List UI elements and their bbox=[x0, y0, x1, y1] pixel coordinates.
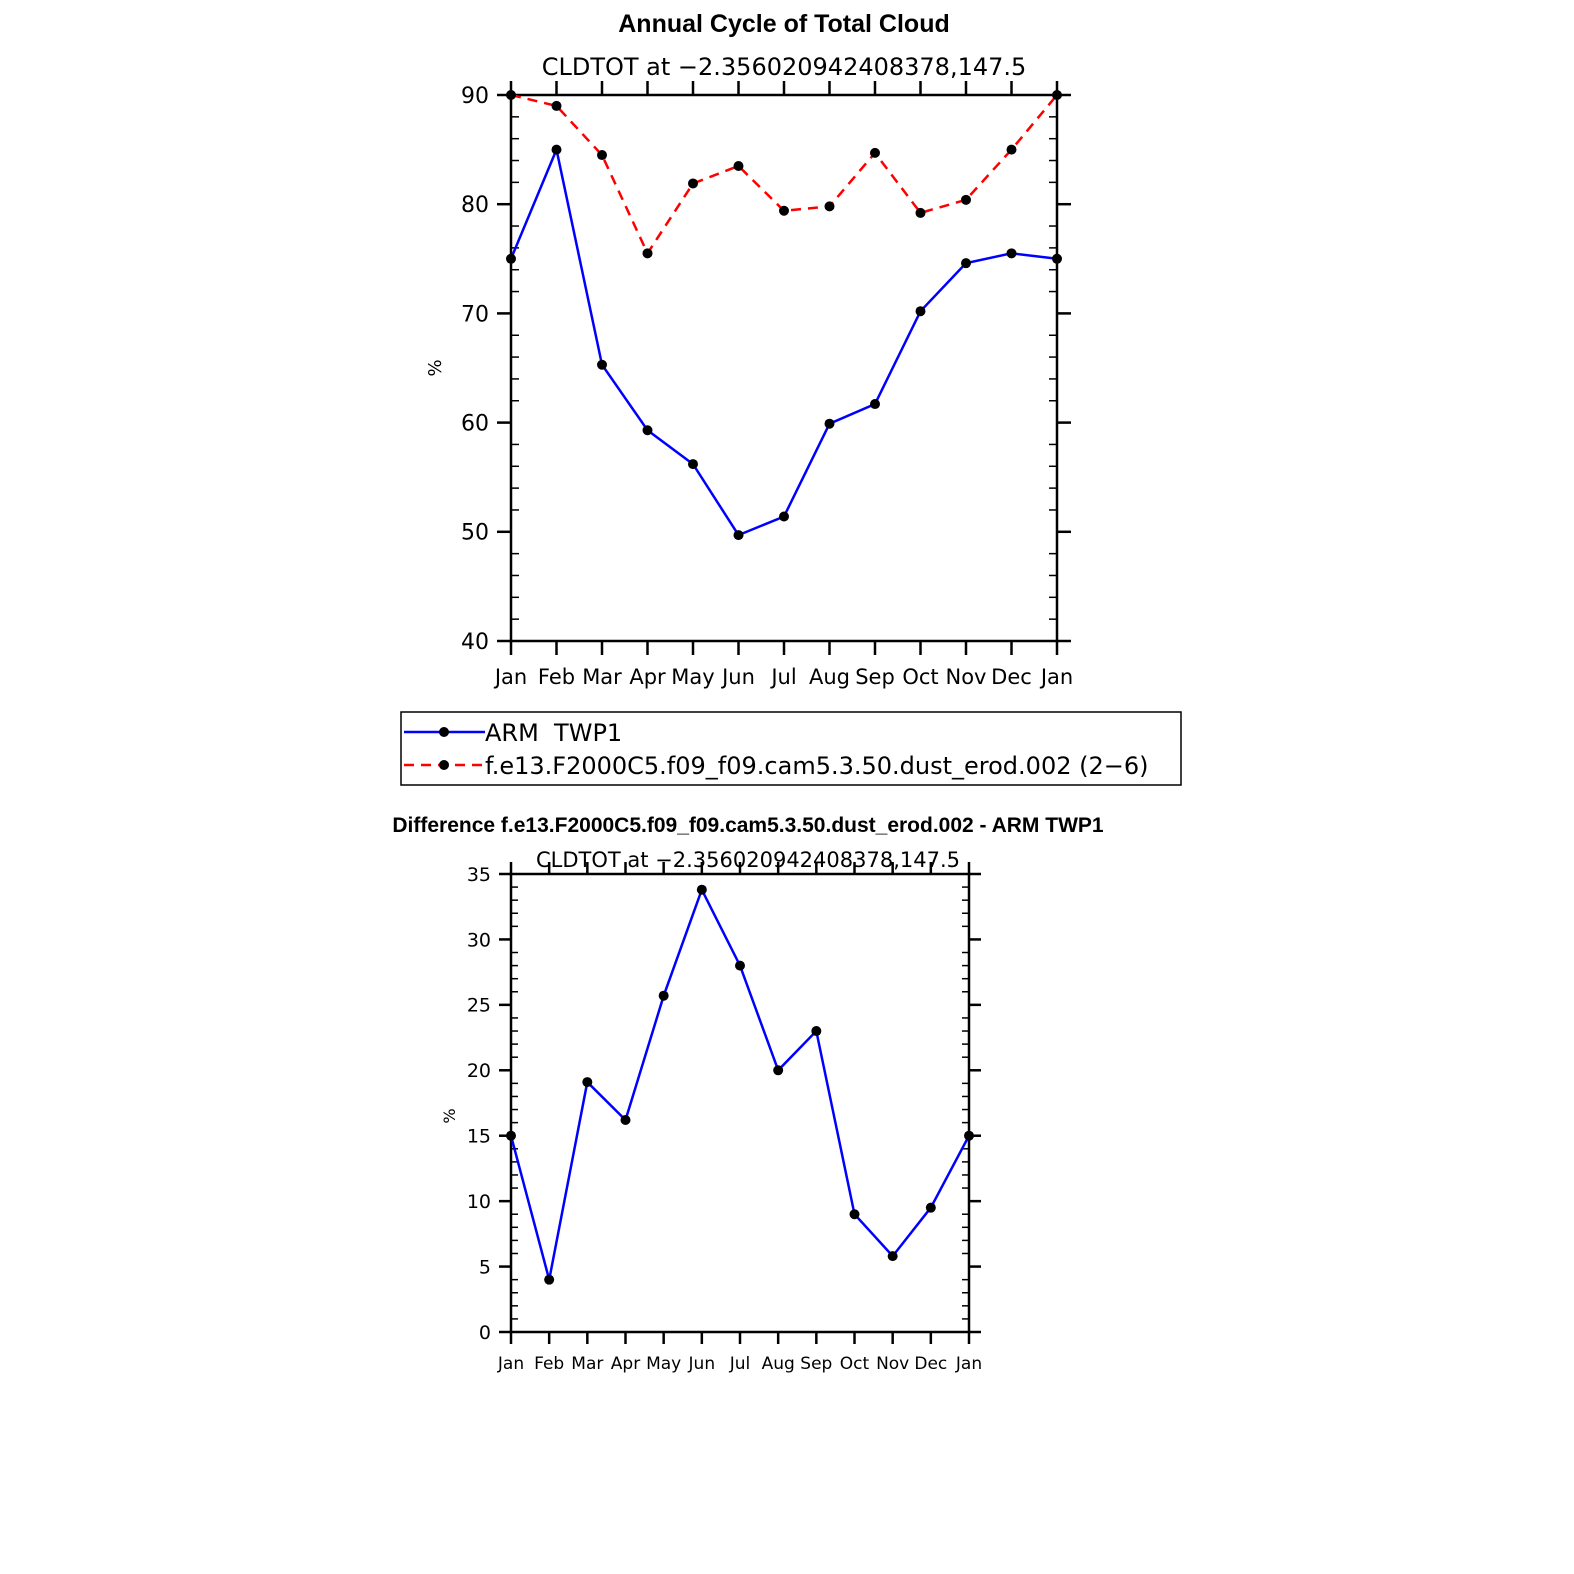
data-point bbox=[506, 253, 516, 264]
x-tick-label: Mar bbox=[582, 665, 622, 689]
data-point bbox=[779, 205, 789, 216]
y-tick-label: 70 bbox=[461, 302, 489, 327]
data-point bbox=[582, 1077, 593, 1088]
series-line-0 bbox=[509, 886, 971, 1281]
y-tick-label: 40 bbox=[461, 630, 489, 655]
data-point bbox=[597, 150, 607, 161]
data-point bbox=[696, 884, 707, 895]
chart1-title: Annual Cycle of Total Cloud bbox=[618, 10, 949, 38]
x-tick-label: Apr bbox=[611, 1354, 640, 1374]
data-point bbox=[544, 1274, 555, 1285]
x-tick-label: Nov bbox=[946, 665, 987, 689]
x-tick-label: Jan bbox=[1039, 665, 1073, 689]
x-tick-label: Apr bbox=[629, 665, 666, 689]
data-point bbox=[773, 1065, 784, 1076]
y-tick-label: 25 bbox=[467, 995, 491, 1017]
x-tick-label: Aug bbox=[809, 665, 850, 689]
data-point bbox=[849, 1209, 860, 1220]
data-point bbox=[551, 144, 562, 155]
legend-box bbox=[400, 711, 1182, 786]
x-tick-label: Sep bbox=[855, 665, 895, 689]
data-point bbox=[642, 248, 653, 259]
legend-label-arm: ARM TWP1 bbox=[485, 719, 622, 747]
data-point bbox=[870, 399, 880, 410]
legend-marker-arm bbox=[439, 727, 449, 737]
x-tick-label: May bbox=[646, 1354, 681, 1374]
y-tick-label: 20 bbox=[467, 1060, 491, 1082]
x-tick-label: Sep bbox=[800, 1354, 832, 1374]
data-point bbox=[811, 1026, 822, 1037]
data-point bbox=[642, 425, 653, 436]
data-point bbox=[1052, 90, 1062, 100]
data-point bbox=[688, 459, 698, 470]
x-tick-label: Jul bbox=[729, 1354, 751, 1374]
annual-cycle-chart: Annual Cycle of Total Cloud CLDTOT at −2… bbox=[425, 10, 1073, 689]
data-point bbox=[887, 1251, 898, 1262]
x-tick-label: Mar bbox=[571, 1354, 603, 1374]
legend: ARM TWP1 f.e13.F2000C5.f09_f09.cam5.3.50… bbox=[400, 711, 1182, 786]
y-tick-label: 80 bbox=[461, 193, 489, 218]
data-point bbox=[597, 359, 607, 370]
data-point bbox=[658, 990, 669, 1001]
chart1-subtitle: CLDTOT at −2.356020942408378,147.5 bbox=[542, 53, 1027, 81]
data-point bbox=[870, 147, 880, 158]
data-point bbox=[1006, 144, 1017, 155]
y-tick-label: 10 bbox=[467, 1191, 491, 1213]
x-tick-label: Dec bbox=[991, 665, 1032, 689]
data-point bbox=[961, 258, 971, 269]
data-point bbox=[915, 306, 926, 317]
series-line-1 bbox=[510, 93, 1058, 256]
data-point bbox=[506, 1130, 516, 1141]
x-tick-label: Dec bbox=[914, 1354, 947, 1374]
x-tick-label: Jun bbox=[720, 665, 755, 689]
data-point bbox=[1006, 248, 1017, 259]
data-point bbox=[824, 418, 835, 429]
data-point bbox=[688, 178, 698, 189]
difference-chart: Difference f.e13.F2000C5.f09_f09.cam5.3.… bbox=[392, 814, 1104, 1374]
chart1-ylabel: % bbox=[425, 359, 446, 376]
y-tick-label: 90 bbox=[461, 84, 489, 109]
data-point bbox=[620, 1115, 631, 1126]
x-tick-label: Jun bbox=[688, 1354, 716, 1374]
y-tick-label: 50 bbox=[461, 521, 489, 546]
x-tick-label: Feb bbox=[538, 665, 575, 689]
legend-marker-model bbox=[439, 760, 449, 770]
data-point bbox=[551, 100, 562, 111]
y-tick-label: 35 bbox=[467, 864, 491, 886]
x-tick-label: Jul bbox=[769, 665, 796, 689]
legend-label-model: f.e13.F2000C5.f09_f09.cam5.3.50.dust_ero… bbox=[485, 752, 1148, 780]
y-tick-label: 30 bbox=[467, 929, 491, 951]
chart2-ylabel: % bbox=[440, 1108, 459, 1123]
data-point bbox=[733, 160, 744, 171]
x-tick-label: Jan bbox=[493, 665, 527, 689]
data-point bbox=[824, 201, 835, 212]
x-tick-label: Feb bbox=[534, 1354, 564, 1374]
y-tick-label: 15 bbox=[467, 1126, 491, 1148]
data-point bbox=[506, 90, 516, 100]
chart2-title: Difference f.e13.F2000C5.f09_f09.cam5.3.… bbox=[392, 814, 1104, 837]
x-tick-label: Jan bbox=[955, 1354, 982, 1374]
data-point bbox=[964, 1130, 974, 1141]
x-tick-label: Aug bbox=[762, 1354, 795, 1374]
data-point bbox=[915, 207, 926, 218]
data-point bbox=[733, 530, 744, 541]
data-point bbox=[779, 511, 789, 522]
chart2-subtitle: CLDTOT at −2.356020942408378,147.5 bbox=[536, 848, 960, 872]
y-tick-label: 0 bbox=[479, 1322, 491, 1344]
data-point bbox=[961, 194, 971, 205]
x-tick-label: Oct bbox=[840, 1354, 870, 1374]
x-tick-label: Oct bbox=[902, 665, 938, 689]
data-point bbox=[1052, 253, 1062, 264]
data-point bbox=[925, 1202, 936, 1213]
y-tick-label: 5 bbox=[479, 1256, 491, 1278]
data-point bbox=[735, 960, 745, 971]
x-tick-label: Jan bbox=[497, 1354, 524, 1374]
plot-frame bbox=[509, 872, 971, 1334]
y-tick-label: 60 bbox=[461, 412, 489, 437]
plot-frame bbox=[509, 93, 1059, 643]
x-tick-label: Nov bbox=[876, 1354, 909, 1374]
x-tick-label: May bbox=[671, 665, 714, 689]
